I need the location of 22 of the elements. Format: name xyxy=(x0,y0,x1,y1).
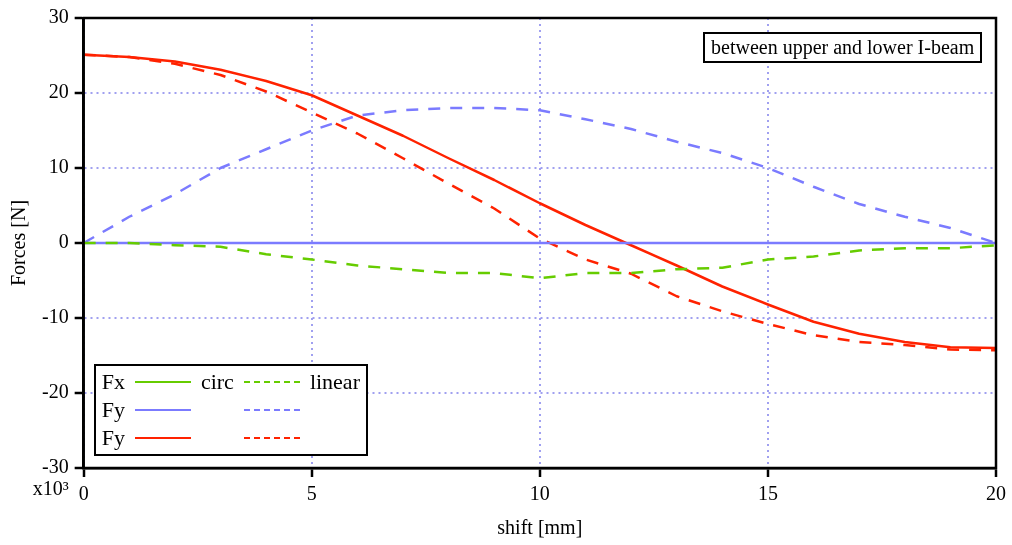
annotation: circ xyxy=(200,368,234,396)
y-tick-label: -10 xyxy=(41,305,69,328)
annotation: linear xyxy=(309,368,360,396)
y-axis-title: Forces [N] xyxy=(7,199,30,287)
y-tick-label: -20 xyxy=(41,380,69,403)
y-tick-label: 20 xyxy=(48,80,69,103)
annotation: between upper and lower I-beam xyxy=(703,32,983,63)
y-tick-label: 30 xyxy=(48,5,69,28)
y-tick-label: 10 xyxy=(48,155,69,178)
line-series xyxy=(83,241,996,280)
x-tick-label: 15 xyxy=(757,482,778,505)
y-tick-label: 0 xyxy=(58,230,69,253)
legend-label: Fy xyxy=(101,424,125,452)
text: x10³ xyxy=(32,477,69,500)
x-axis-title: shift [mm] xyxy=(497,516,583,539)
legend-label: Fx xyxy=(101,368,125,396)
x-tick-label: 5 xyxy=(306,482,317,505)
x-tick-label: 20 xyxy=(986,482,1006,505)
x-tick-label: 10 xyxy=(529,482,550,505)
x-tick-label: 0 xyxy=(78,482,89,505)
y-tick-label: -30 xyxy=(41,455,69,478)
legend-label: Fy xyxy=(101,396,125,424)
